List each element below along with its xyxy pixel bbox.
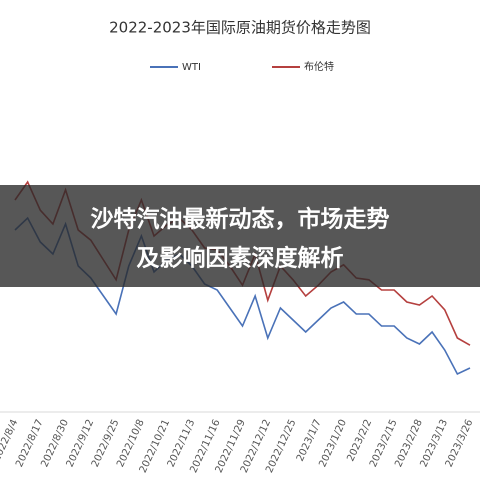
legend-label: 布伦特 bbox=[304, 60, 334, 73]
legend: WTI 布伦特 bbox=[150, 60, 334, 73]
banner-line: 及影响因素深度解析 bbox=[137, 245, 344, 272]
chart-title: 2022-2023年国际原油期货价格走势图 bbox=[109, 19, 371, 37]
banner bbox=[0, 185, 480, 287]
banner-line: 沙特汽油最新动态，市场走势 bbox=[91, 206, 390, 233]
legend-label: WTI bbox=[182, 62, 201, 73]
